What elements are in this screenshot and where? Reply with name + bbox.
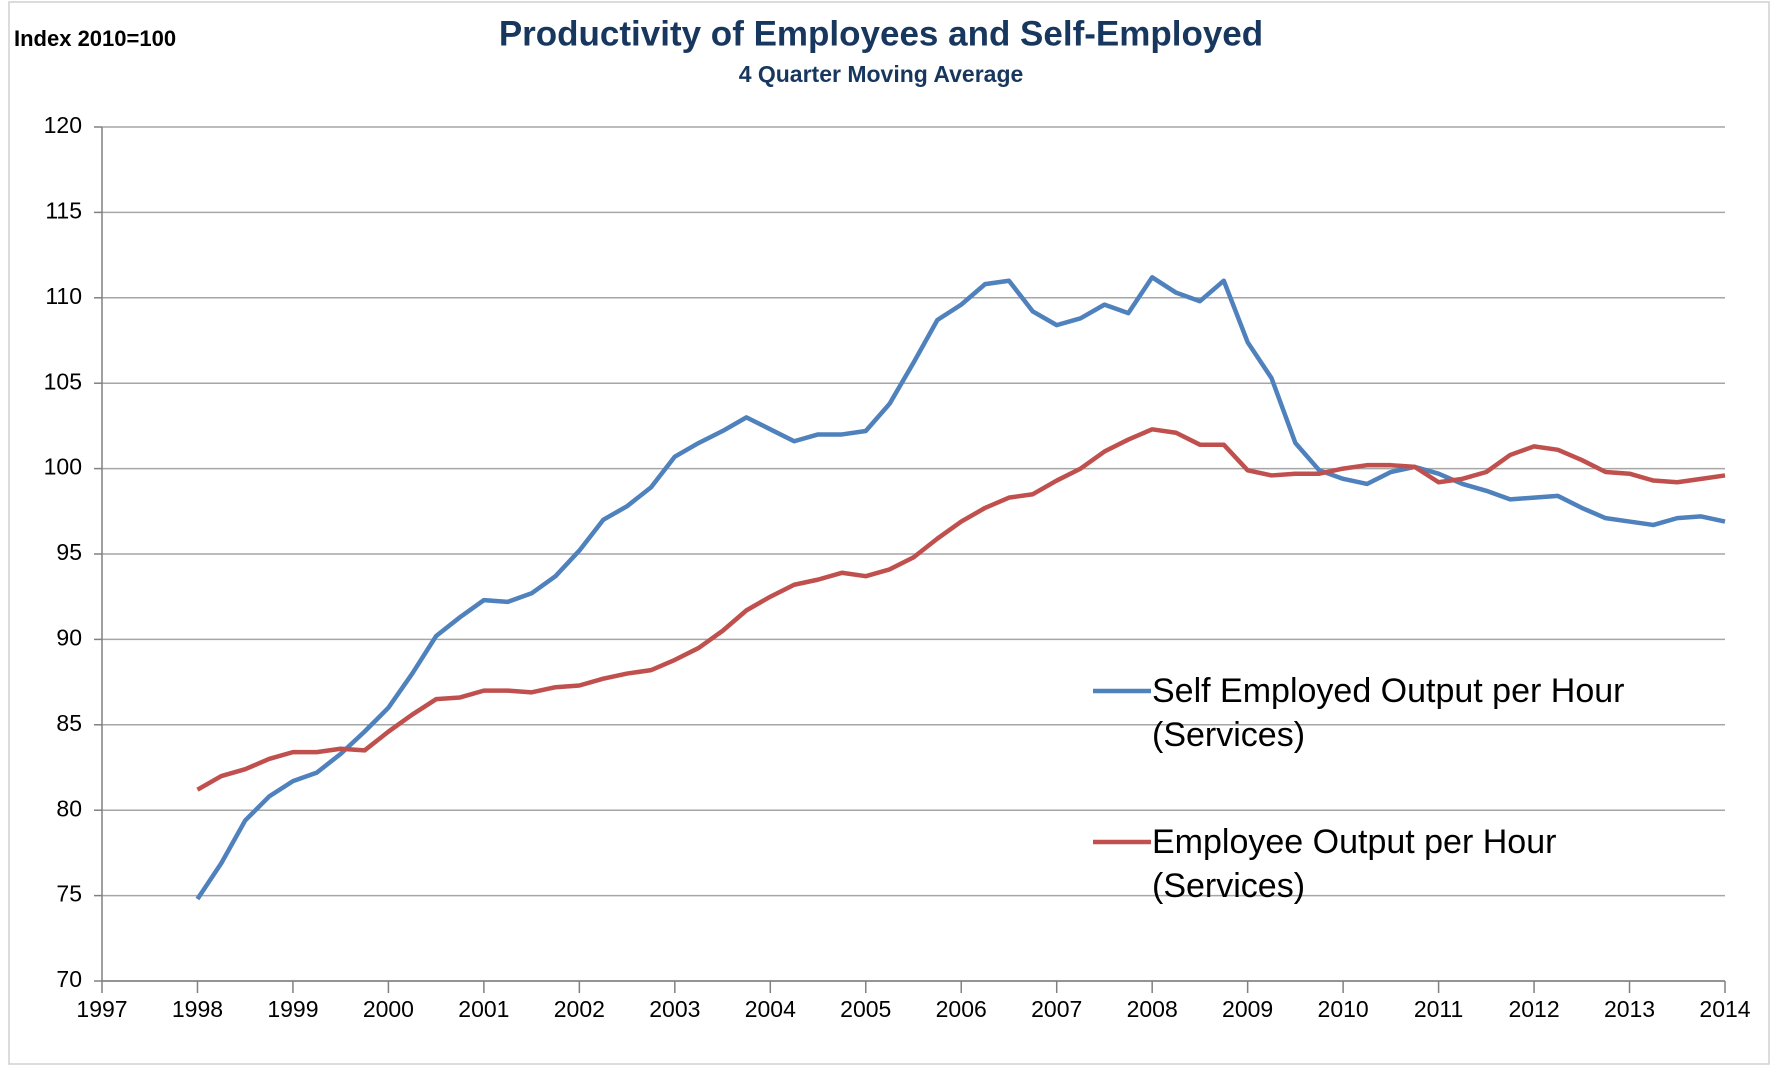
x-tick-label: 2013 [1604, 996, 1655, 1022]
y-axis-label: Index 2010=100 [14, 26, 176, 51]
chart-title: Productivity of Employees and Self-Emplo… [499, 14, 1263, 53]
legend-label: Employee Output per Hour (Services) [1152, 823, 1557, 905]
y-tick-label: 80 [56, 795, 82, 821]
x-tick-label: 2005 [840, 996, 891, 1022]
x-tick-label: 2007 [1031, 996, 1082, 1022]
y-tick-label: 70 [56, 966, 82, 992]
x-tick-label: 1999 [267, 996, 318, 1022]
x-tick-label: 2009 [1222, 996, 1273, 1022]
frame [8, 1, 1770, 1065]
y-tick-label: 85 [56, 710, 82, 736]
x-tick-label: 2001 [458, 996, 509, 1022]
y-tick-label: 95 [56, 539, 82, 565]
y-tick-label: 100 [44, 454, 82, 480]
y-tick-label: 115 [45, 197, 82, 223]
y-tick-label: 105 [44, 368, 82, 394]
y-tick-label: 90 [56, 624, 82, 650]
y-tick-label: 75 [56, 881, 82, 907]
x-tick-label: 2004 [745, 996, 796, 1022]
x-tick-label: 2000 [363, 996, 414, 1022]
y-tick-label: 110 [45, 283, 82, 309]
x-tick-label: 2003 [649, 996, 700, 1022]
x-tick-label: 1998 [172, 996, 223, 1022]
x-tick-label: 1997 [76, 996, 127, 1022]
line [195, 275, 1726, 901]
legend-label: Self Employed Output per Hour (Services) [1152, 672, 1625, 754]
chart-subtitle: 4 Quarter Moving Average [739, 61, 1024, 87]
x-tick-label: 2002 [554, 996, 605, 1022]
x-tick-label: 2012 [1508, 996, 1559, 1022]
x-tick-label: 2014 [1699, 996, 1750, 1022]
x-tick-label: 2010 [1318, 996, 1369, 1022]
x-tick-label: 2011 [1414, 996, 1463, 1022]
line [196, 427, 1726, 792]
x-tick-label: 2008 [1127, 996, 1178, 1022]
y-tick-label: 120 [44, 112, 82, 138]
x-tick-label: 2006 [936, 996, 987, 1022]
